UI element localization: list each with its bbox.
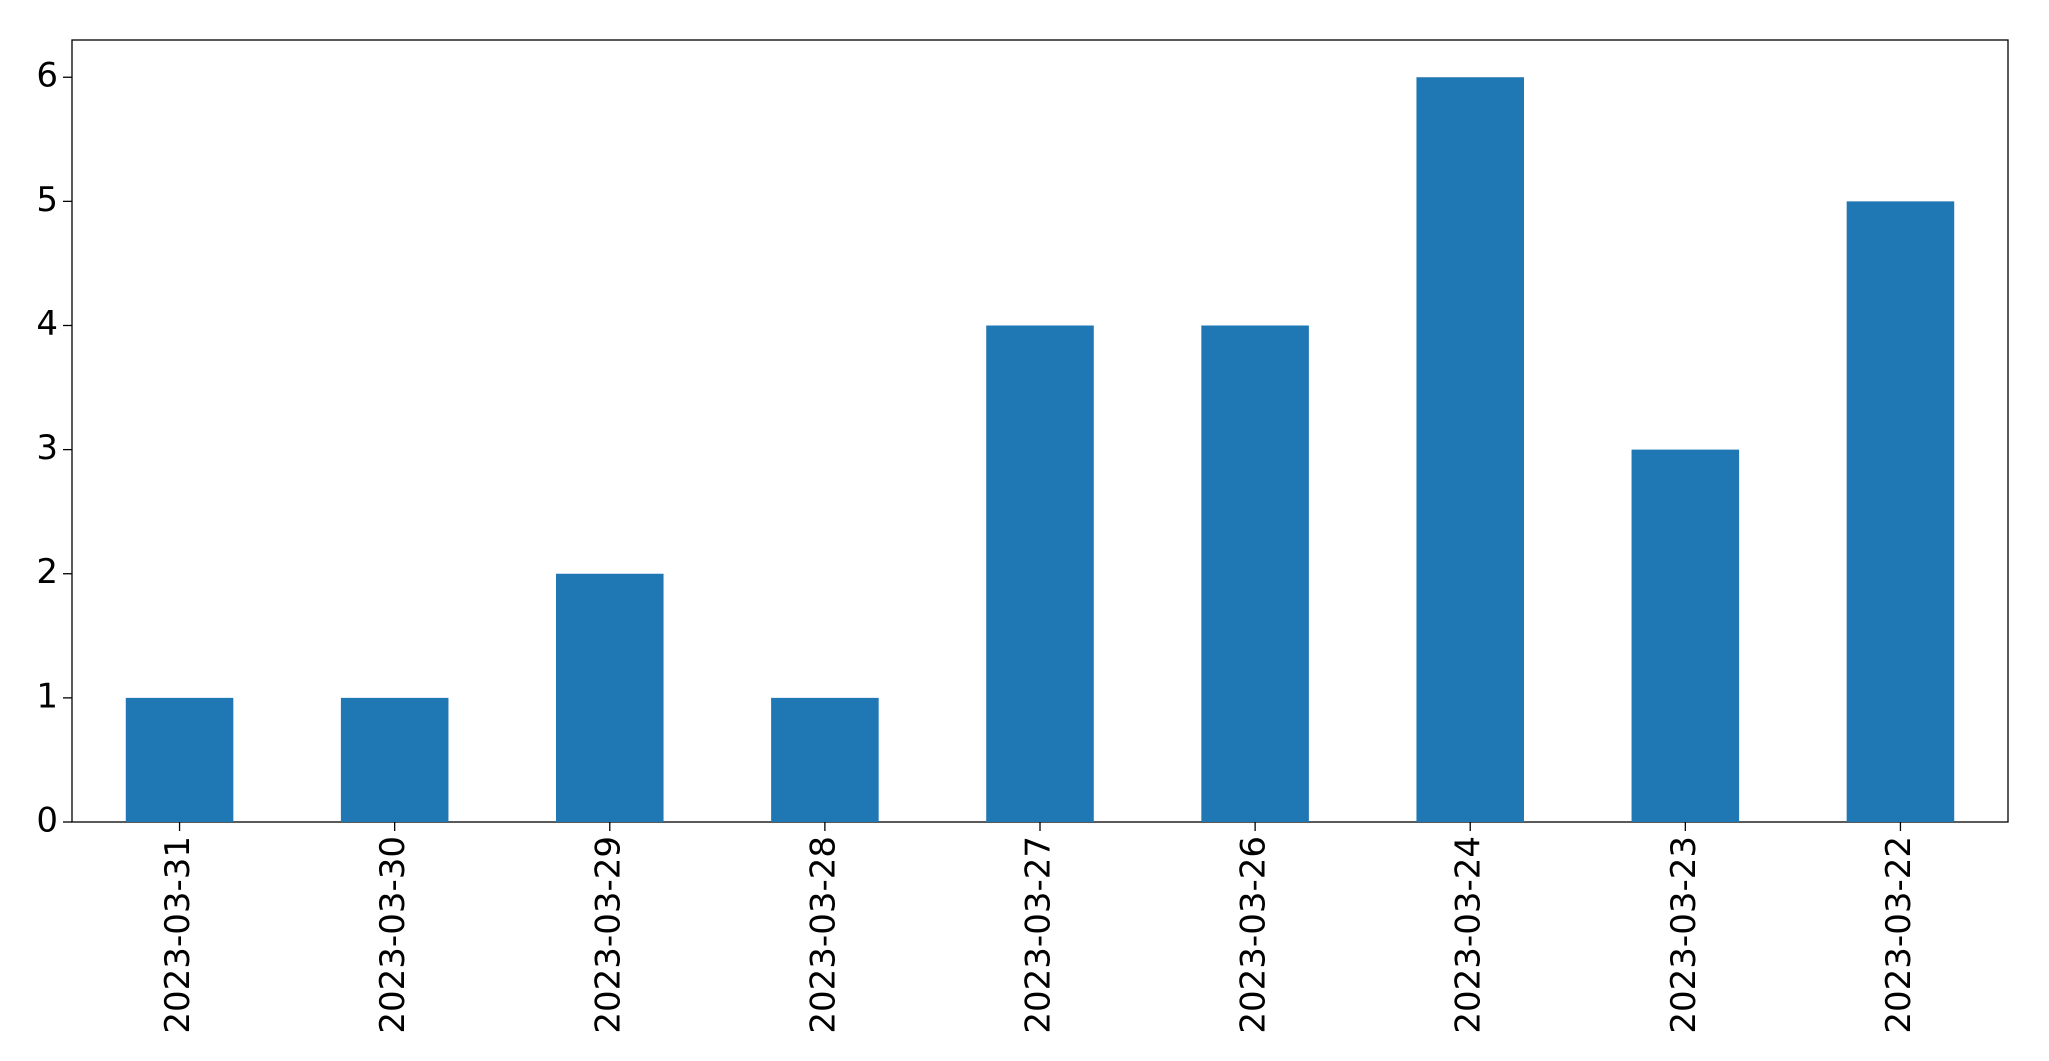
y-tick-label: 0 — [36, 801, 58, 841]
x-tick-label: 2023-03-31 — [158, 836, 198, 1034]
bar — [125, 697, 234, 822]
y-tick-label: 6 — [36, 56, 58, 96]
x-tick-label: 2023-03-30 — [373, 836, 413, 1034]
y-tick-label: 4 — [36, 304, 58, 344]
bar — [340, 697, 449, 822]
y-tick-label: 5 — [36, 180, 58, 220]
x-tick-label: 2023-03-22 — [1879, 836, 1919, 1034]
x-tick-label: 2023-03-24 — [1449, 836, 1489, 1034]
x-tick-label: 2023-03-28 — [803, 836, 843, 1034]
bar — [986, 325, 1094, 822]
x-tick-label: 2023-03-23 — [1664, 836, 1704, 1034]
bar — [771, 697, 879, 822]
x-tick-label: 2023-03-27 — [1019, 836, 1059, 1034]
y-tick-label: 1 — [36, 676, 58, 716]
bar — [1631, 449, 1740, 822]
bar — [1846, 201, 1955, 822]
bar — [1416, 77, 1524, 822]
y-tick-label: 2 — [36, 552, 58, 592]
x-tick-label: 2023-03-29 — [588, 836, 628, 1034]
bar — [556, 573, 664, 822]
x-tick-label: 2023-03-26 — [1234, 836, 1274, 1034]
bar — [1201, 325, 1309, 822]
y-tick-label: 3 — [36, 428, 58, 468]
